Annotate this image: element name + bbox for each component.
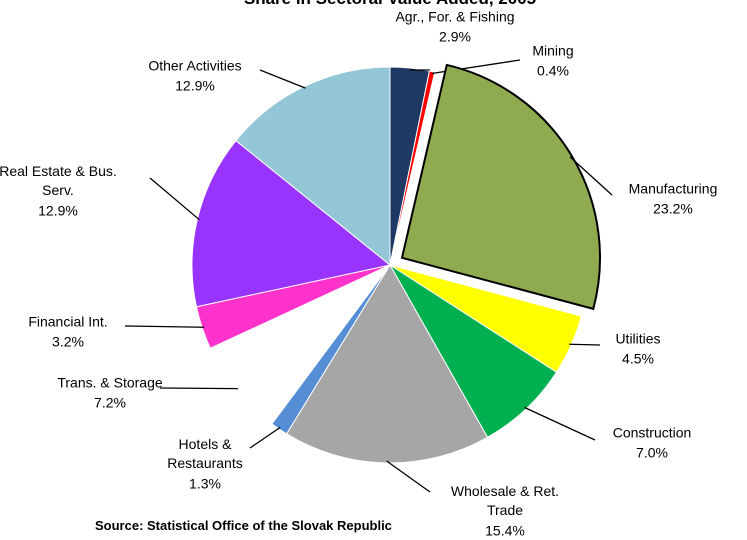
slice-label: Wholesale & Ret. Trade bbox=[451, 483, 559, 518]
pie-slice bbox=[389, 70, 436, 266]
value-label: 12.9% bbox=[38, 203, 78, 219]
value-label: 7.2% bbox=[94, 395, 126, 411]
leader-line bbox=[249, 426, 281, 449]
leader-line bbox=[124, 325, 205, 328]
value-label: 15.4% bbox=[485, 523, 525, 539]
slice-label: Manufacturing bbox=[629, 181, 718, 197]
pie-slice bbox=[285, 264, 489, 464]
pie-slice bbox=[235, 66, 391, 267]
value-label: 12.9% bbox=[175, 78, 215, 94]
slice-label: Hotels & Restaurants bbox=[167, 436, 242, 471]
slice-label: Other Activities bbox=[148, 58, 241, 74]
leader-line bbox=[386, 460, 431, 493]
slice-label: Construction bbox=[613, 425, 692, 441]
leader-line bbox=[569, 343, 601, 346]
value-label: 3.2% bbox=[52, 334, 84, 350]
pie-slice bbox=[400, 63, 601, 311]
leader-line bbox=[259, 69, 306, 89]
pie-slice bbox=[389, 264, 558, 439]
value-label: 23.2% bbox=[653, 201, 693, 217]
slice-label: Real Estate & Bus. Serv. bbox=[0, 163, 117, 198]
pie-slice bbox=[209, 264, 391, 425]
slice-label: Trans. & Storage bbox=[57, 375, 163, 391]
slice-label: Agr., For. & Fishing bbox=[395, 9, 514, 25]
value-label: 0.4% bbox=[537, 63, 569, 79]
chart-title: Share in Sectoral Value Added, 2005 bbox=[244, 0, 536, 8]
value-label: 2.9% bbox=[439, 29, 471, 45]
pie-slice bbox=[191, 139, 392, 308]
slice-label: Mining bbox=[532, 43, 573, 59]
slice-label: Financial Int. bbox=[28, 314, 107, 330]
value-label: 7.0% bbox=[636, 445, 668, 461]
leader-line bbox=[159, 387, 238, 390]
leader-line bbox=[524, 406, 596, 441]
leader-line bbox=[149, 177, 200, 221]
leader-line bbox=[569, 156, 613, 196]
source-note: Source: Statistical Office of the Slovak… bbox=[95, 518, 392, 533]
value-label: 1.3% bbox=[189, 476, 221, 492]
slice-label: Utilities bbox=[615, 331, 660, 347]
value-label: 4.5% bbox=[622, 351, 654, 367]
